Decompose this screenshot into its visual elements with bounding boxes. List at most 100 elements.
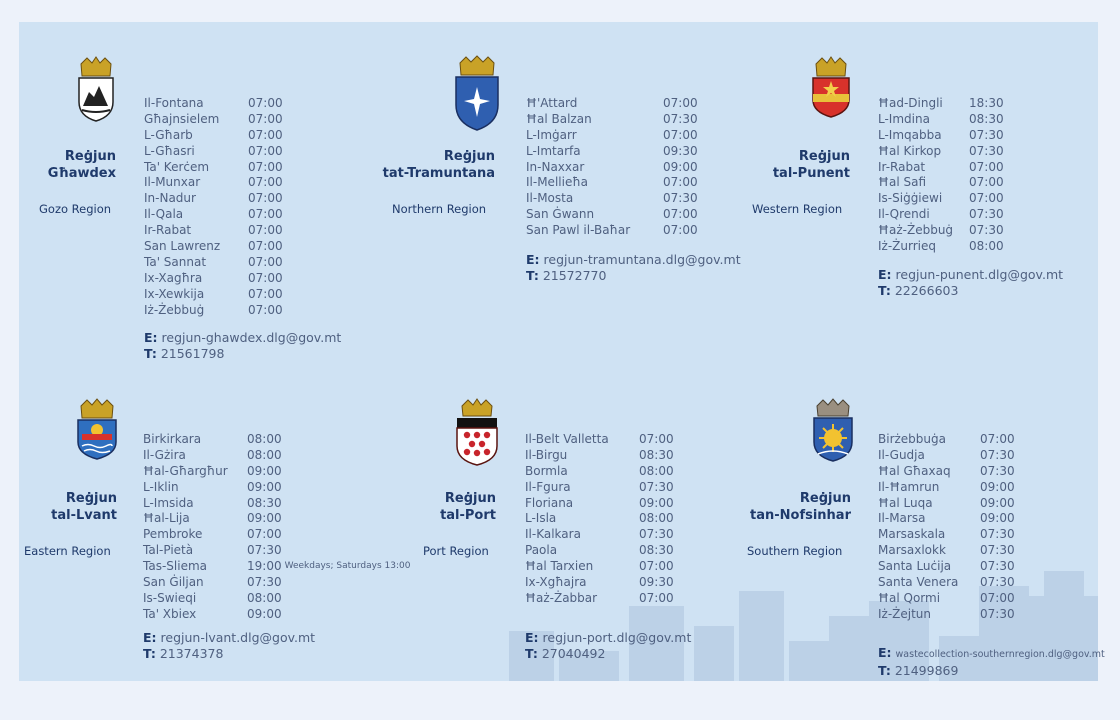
schedule-row: Marsaxlokk 07:30: [878, 543, 1015, 559]
locality-name: Il-Munxar: [144, 175, 201, 190]
schedule-row: Ix-Xewkija 07:00: [144, 287, 283, 303]
email-link[interactable]: regjun-port.dlg@gov.mt: [542, 630, 692, 645]
collection-time: 09:00: [247, 606, 282, 621]
locality-name: L-Iklin: [143, 479, 179, 494]
collection-time: 07:30: [969, 127, 1004, 142]
schedule-row: Bormla 08:00: [525, 464, 674, 480]
email-label: E:: [525, 630, 539, 645]
schedule-row: Il-Munxar 07:00: [144, 175, 283, 191]
region-name-line2: tan-Nofsinhar: [750, 508, 851, 523]
tel-number[interactable]: 21374378: [159, 646, 224, 661]
locality-name: Ix-Xagħra: [144, 270, 203, 285]
collection-time: 07:30: [980, 606, 1015, 621]
locality-name: Il-Mellieħa: [526, 175, 589, 190]
collection-time: 07:00: [969, 175, 1004, 190]
collection-time: 07:00: [969, 159, 1004, 174]
schedule-row: Iż-Żurrieq 08:00: [878, 239, 1004, 255]
region-english-name: Gozo Region: [39, 202, 112, 216]
locality-name: Tas-Sliema: [143, 559, 207, 574]
schedule-row: Ix-Xagħra 07:00: [144, 271, 283, 287]
locality-name: Is-Swieqi: [143, 590, 197, 605]
collection-time: 09:00: [247, 463, 282, 478]
collection-time: 09:00: [980, 495, 1015, 510]
schedule-row: Birżebbuġa 07:00: [878, 432, 1015, 448]
locality-name: Ħal Balzan: [526, 111, 592, 126]
contact-block: E: regjun-tramuntana.dlg@gov.mt T: 21572…: [526, 252, 741, 284]
collection-time: 07:00: [639, 590, 674, 605]
tel-number[interactable]: 21499869: [894, 663, 959, 678]
region-name-line2: tat-Tramuntana: [382, 166, 495, 181]
locality-name: Il-Qala: [144, 207, 184, 222]
tel-number[interactable]: 21572770: [542, 268, 607, 283]
contact-block: E: regjun-port.dlg@gov.mt T: 27040492: [525, 630, 691, 662]
schedule-row: Ix-Xgħajra 09:30: [525, 575, 674, 591]
schedule-row: San Ġiljan 07:30: [143, 575, 410, 591]
email-link[interactable]: regjun-lvant.dlg@gov.mt: [160, 630, 316, 645]
tel-label: T:: [143, 646, 156, 661]
locality-name: L-Imġarr: [526, 127, 577, 142]
schedule-row: Il-Mellieħa 07:00: [526, 175, 698, 191]
tel-number[interactable]: 22266603: [894, 283, 959, 298]
collection-time: 07:00: [248, 286, 283, 301]
schedule-row: Iż-Żejtun 07:30: [878, 607, 1015, 623]
locality-name: Iż-Żebbuġ: [144, 302, 205, 317]
locality-name: Ir-Rabat: [878, 159, 926, 174]
collection-time: 08:00: [247, 590, 282, 605]
schedule-row: Paola 08:30: [525, 543, 674, 559]
email-link[interactable]: regjun-punent.dlg@gov.mt: [895, 267, 1064, 282]
collection-time: 08:00: [639, 511, 674, 526]
email-link[interactable]: wastecollection-southernregion.dlg@gov.m…: [895, 649, 1105, 660]
collection-time: 08:30: [639, 447, 674, 462]
collection-time: 07:30: [980, 559, 1015, 574]
tel-number[interactable]: 21561798: [160, 346, 225, 361]
collection-time: 07:00: [248, 239, 283, 254]
schedule-row: Il-Fontana 07:00: [144, 96, 283, 112]
locality-name: Marsaxlokk: [878, 543, 946, 558]
locality-name: Il-Ħamrun: [878, 479, 940, 494]
collection-time: 07:30: [247, 575, 282, 590]
tel-number[interactable]: 27040492: [541, 646, 606, 661]
schedule-row: L-Iklin 09:00: [143, 480, 410, 496]
schedule-list: Ħ'Attard 07:00 Ħal Balzan 07:30 L-Imġarr 07…: [526, 96, 698, 239]
region-name-line2: Għawdex: [47, 166, 116, 181]
collection-time: 07:00: [248, 96, 283, 110]
locality-name: San Lawrenz: [144, 239, 221, 254]
schedule-row: Il-Marsa 09:00: [878, 511, 1015, 527]
locality-name: Floriana: [525, 495, 574, 510]
email-link[interactable]: regjun-tramuntana.dlg@gov.mt: [543, 252, 741, 267]
schedule-row: Ħ'Attard 07:00: [526, 96, 698, 112]
collection-time: 07:00: [639, 432, 674, 446]
email-link[interactable]: regjun-ghawdex.dlg@gov.mt: [161, 330, 342, 345]
schedule-row: Ir-Rabat 07:00: [144, 223, 283, 239]
schedule-list: Birżebbuġa 07:00 Il-Gudja 07:30 Ħal Għaxaq…: [878, 432, 1015, 623]
schedule-row: Is-Siġġiewi 07:00: [878, 191, 1004, 207]
schedule-row: Marsaskala 07:30: [878, 527, 1015, 543]
schedule-row: L-Imtarfa 09:30: [526, 144, 698, 160]
email-label: E:: [878, 267, 892, 282]
collection-time: 07:30: [969, 143, 1004, 158]
schedule-row: Is-Swieqi 08:00: [143, 591, 410, 607]
schedule-row: Floriana 09:00: [525, 496, 674, 512]
schedule-row: Il-Kalkara 07:30: [525, 527, 674, 543]
schedule-row: Ħal Tarxien 07:00: [525, 559, 674, 575]
collection-time: 09:00: [639, 495, 674, 510]
collection-time: 08:00: [969, 239, 1004, 254]
collection-time: 07:00: [663, 127, 698, 142]
schedule-row: In-Nadur 07:00: [144, 191, 283, 207]
schedule-row: Ħal Kirkop 07:30: [878, 144, 1004, 160]
collection-time: 07:30: [980, 463, 1015, 478]
locality-name: Il-Marsa: [878, 511, 926, 526]
locality-name: Ta' Sannat: [144, 254, 207, 269]
region-name-line1: Reġjun: [443, 149, 495, 164]
schedule-row: L-Għasri 07:00: [144, 144, 283, 160]
collection-time: 09:30: [663, 143, 698, 158]
locality-name: Ħal-Lija: [143, 511, 190, 526]
collection-time: 07:00: [639, 559, 674, 574]
locality-name: Iż-Żejtun: [878, 606, 932, 621]
contact-block: E: regjun-lvant.dlg@gov.mt T: 21374378: [143, 630, 315, 662]
locality-name: Ħal Qormi: [878, 590, 941, 605]
collection-time: 07:00: [248, 175, 283, 190]
collection-time: 07:00: [248, 223, 283, 238]
schedule-row: San Pawl il-Baħar 07:00: [526, 223, 698, 239]
schedule-row: Il-Birgu 08:30: [525, 448, 674, 464]
